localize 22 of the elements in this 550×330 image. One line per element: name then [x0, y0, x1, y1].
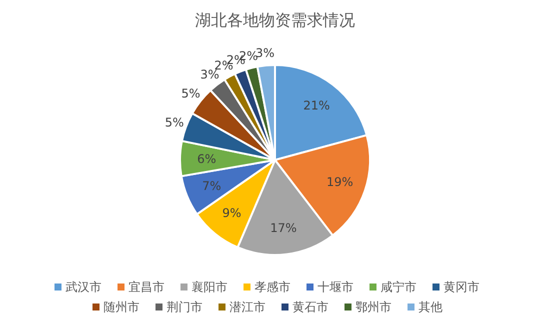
- data-label: 6%: [197, 152, 216, 166]
- legend-label: 潜江市: [230, 300, 266, 314]
- data-label: 7%: [202, 178, 222, 193]
- legend-label: 宜昌市: [128, 280, 164, 294]
- data-label: 17%: [270, 220, 297, 235]
- data-label: 9%: [222, 206, 242, 220]
- data-label: 19%: [326, 174, 354, 189]
- data-label: 5%: [164, 115, 184, 130]
- legend-label: 孝感市: [254, 280, 290, 294]
- legend-label: 荆门市: [166, 300, 202, 314]
- legend-label: 其他: [418, 300, 442, 314]
- legend-label: 武汉市: [66, 280, 102, 294]
- chart-title: 湖北各地物资需求情况: [195, 10, 355, 30]
- legend-label: 襄阳市: [192, 280, 228, 294]
- legend-label: 黄冈市: [444, 280, 480, 294]
- legend-label: 十堰市: [318, 280, 354, 294]
- data-label: 21%: [303, 98, 330, 113]
- legend-label: 黄石市: [292, 300, 328, 314]
- legend-label: 咸宁市: [380, 280, 416, 294]
- legend-label: 随州市: [104, 300, 140, 314]
- legend-label: 鄂州市: [356, 300, 392, 314]
- data-label: 5%: [181, 86, 200, 100]
